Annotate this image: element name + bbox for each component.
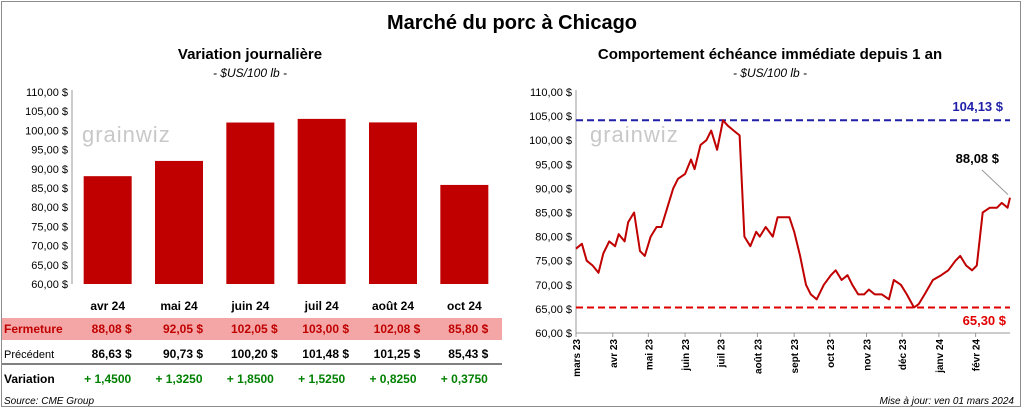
source-note: Source: CME Group (4, 396, 95, 407)
x-tick-label: oct 23 (826, 339, 837, 368)
table-cell: 85,43 $ (448, 347, 488, 361)
update-note: Mise à jour: ven 01 mars 2024 (879, 396, 1014, 407)
x-tick-label: déc 23 (898, 339, 909, 371)
line-chart-subtitle: - $US/100 lb - (732, 66, 808, 80)
bar (83, 176, 132, 284)
y-tick-label: 105,00 $ (529, 111, 572, 123)
line-chart: grainwiz 60,00 $ 65,00 $ 70,00 $ 75,00 $ 80,0… (529, 87, 1011, 377)
x-tick-label: juil 23 (717, 339, 728, 369)
y-tick-label: 80,00 $ (535, 232, 572, 244)
x-tick-label: août 23 (753, 339, 764, 374)
y-tick-label: 65,00 $ (31, 260, 68, 272)
y-tick-label: 105,00 $ (25, 106, 68, 118)
table-row-label: Précédent (4, 349, 54, 361)
table-cell: + 1,3250 (155, 372, 202, 385)
table-cell: + 1,4500 (84, 372, 131, 385)
bar-chart-title: Variation journalière (177, 46, 323, 63)
y-tick-label: 75,00 $ (31, 221, 68, 233)
table-cell: 90,73 $ (163, 347, 203, 361)
bar (369, 122, 417, 284)
table-cell: + 0,3750 (441, 372, 488, 385)
table-cell: 102,05 $ (231, 322, 278, 336)
y-tick-label: 90,00 $ (31, 164, 68, 176)
y-tick-label: 95,00 $ (31, 145, 68, 157)
x-tick-label: févr 24 (972, 339, 983, 372)
y-tick-label: 85,00 $ (31, 183, 68, 195)
table-cell: + 1,8500 (227, 372, 274, 385)
y-tick-label: 100,00 $ (529, 135, 572, 147)
y-tick-label: 60,00 $ (31, 279, 68, 291)
table-cell: 101,25 $ (374, 347, 421, 361)
bar (440, 184, 489, 284)
y-tick-label: 100,00 $ (25, 125, 68, 137)
table-cell: 103,00 $ (302, 322, 349, 336)
table-cell: 102,08 $ (374, 322, 421, 336)
x-tick-label: nov 23 (863, 339, 874, 371)
bar-chart-subtitle: - $US/100 lb - (212, 66, 288, 80)
table-row-label: Variation (4, 372, 55, 385)
table-cell: 101,48 $ (302, 347, 349, 361)
x-tick-label: mars 23 (572, 339, 583, 377)
y-tick-label: 60,00 $ (535, 328, 572, 340)
x-tick-label: janv 24 (935, 339, 946, 374)
line-chart-title: Comportement échéance immédiate depuis 1… (597, 46, 943, 63)
y-tick-label: 75,00 $ (535, 256, 572, 268)
x-tick-label: mai 24 (160, 299, 198, 313)
table-cell: 88,08 $ (92, 322, 132, 336)
table-cell: 85,80 $ (448, 322, 488, 336)
table-cell: 86,63 $ (92, 347, 132, 361)
x-tick-label: oct 24 (447, 299, 482, 313)
last-label: 88,08 $ (956, 151, 1000, 166)
y-tick-label: 95,00 $ (535, 159, 572, 171)
y-tick-label: 80,00 $ (31, 202, 68, 214)
high-label: 104,13 $ (952, 99, 1003, 114)
table-cell: + 1,5250 (298, 372, 345, 385)
bar (226, 122, 275, 284)
table-row-label: Fermeture (4, 322, 63, 336)
y-tick-label: 90,00 $ (535, 183, 572, 195)
low-label: 65,30 $ (963, 313, 1007, 328)
table-cell: 100,20 $ (231, 347, 278, 361)
x-tick-label: juil 24 (304, 299, 339, 313)
y-tick-label: 110,00 $ (26, 87, 68, 99)
watermark-logo: grainwiz (590, 122, 679, 147)
fermeture-row-bg (2, 318, 502, 340)
table-cell: 92,05 $ (163, 322, 203, 336)
last-leader (981, 169, 1009, 196)
watermark-logo: grainwiz (82, 122, 171, 147)
x-tick-label: août 24 (372, 299, 414, 313)
y-tick-label: 85,00 $ (535, 208, 572, 220)
y-tick-label: 70,00 $ (31, 241, 68, 253)
price-line (575, 119, 1011, 309)
table-cell: + 0,8250 (369, 372, 416, 385)
y-tick-label: 65,00 $ (535, 304, 572, 316)
bar (297, 118, 346, 284)
x-tick-label: avr 23 (609, 339, 620, 368)
x-tick-label: sept 23 (790, 339, 801, 374)
x-tick-label: avr 24 (90, 299, 125, 313)
x-tick-label: juin 23 (681, 339, 692, 372)
page-title: Marché du porc à Chicago (386, 12, 638, 34)
bar (155, 160, 203, 284)
x-tick-label: mai 23 (644, 339, 655, 371)
bar-chart: grainwiz 60,00 $ 65,00 $ 70,00 $ 75,00 $ 80,0… (2, 87, 502, 385)
y-tick-label: 70,00 $ (535, 280, 572, 292)
x-tick-label: juin 24 (230, 299, 269, 313)
y-tick-label: 110,00 $ (530, 87, 572, 99)
